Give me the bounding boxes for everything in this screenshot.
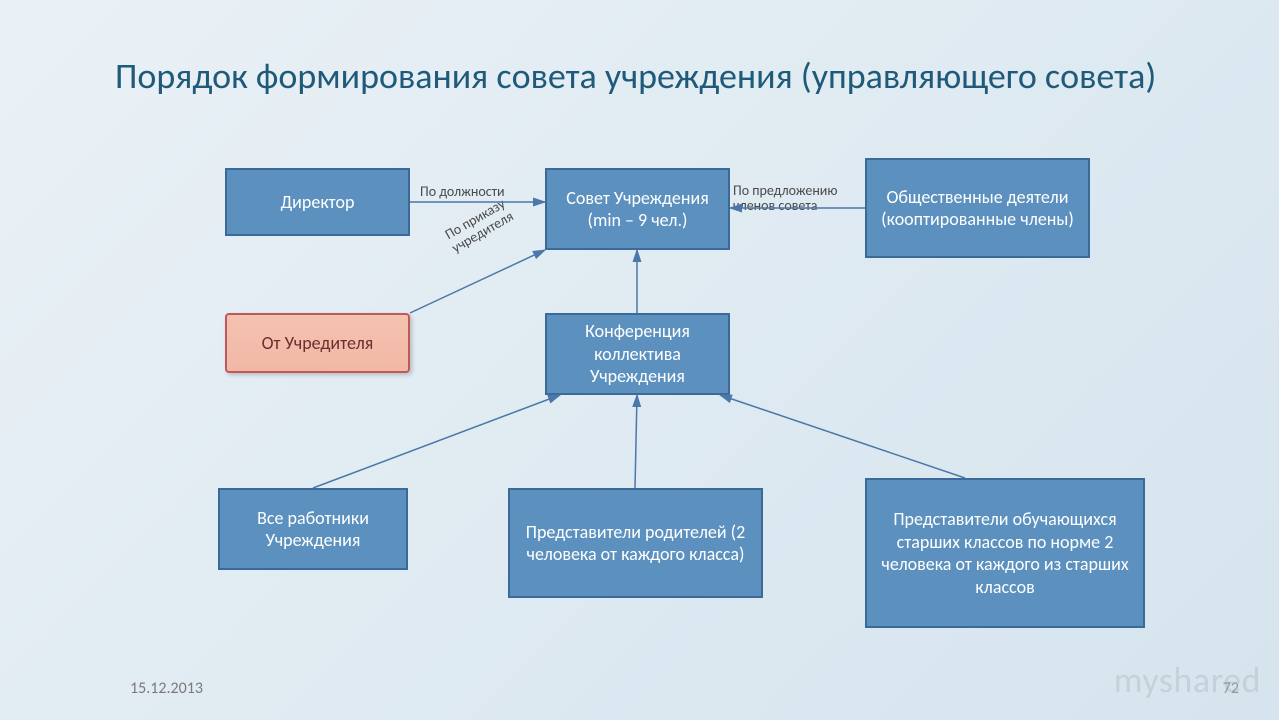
page-title: Порядок формирования совета учреждения (… — [115, 55, 1156, 98]
node-rabotniki: Все работники Учреждения — [218, 488, 408, 570]
edge-label-po-predlozheniyu: По предложению членов совета — [733, 183, 873, 214]
edge-label-po-predlozheniyu-text: По предложению членов совета — [733, 183, 873, 214]
node-uchreditel: От Учредителя — [225, 313, 410, 373]
node-sovet: Совет Учреждения (min – 9 чел.) — [545, 168, 730, 250]
node-konfer: Конференция коллектива Учреждения — [545, 313, 730, 395]
edge-label-po-dolzhnosti: По должности — [420, 183, 505, 200]
footer-date: 15.12.2013 — [130, 679, 203, 698]
node-obshestv: Общественные деятели (кооптированные чле… — [865, 158, 1090, 258]
node-starshie: Представители обучающихся старших классо… — [865, 478, 1145, 628]
node-roditeli: Представители родителей (2 человека от к… — [508, 488, 763, 598]
watermark: myshared — [1114, 658, 1261, 702]
node-director: Директор — [225, 168, 410, 236]
